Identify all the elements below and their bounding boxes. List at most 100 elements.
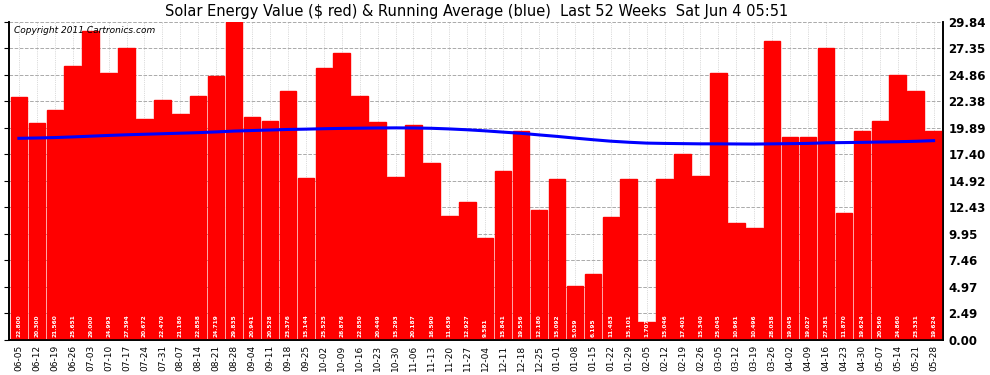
Bar [764, 41, 780, 340]
Bar [208, 76, 225, 340]
Bar [584, 274, 601, 340]
Bar [566, 286, 583, 340]
Text: 15.101: 15.101 [627, 314, 632, 336]
Text: 21.560: 21.560 [52, 314, 57, 336]
Bar [118, 48, 135, 340]
Bar [908, 91, 924, 340]
Text: 11.639: 11.639 [446, 314, 451, 336]
Bar [29, 123, 46, 340]
Text: 25.525: 25.525 [322, 314, 327, 336]
Text: 20.672: 20.672 [142, 314, 147, 336]
Text: 20.449: 20.449 [375, 314, 380, 336]
Bar [853, 130, 870, 340]
Bar [548, 179, 565, 340]
Bar [710, 73, 727, 340]
Text: 24.993: 24.993 [106, 314, 111, 336]
Bar [889, 75, 906, 340]
Text: 15.092: 15.092 [554, 314, 559, 336]
Bar [656, 179, 673, 340]
Bar [298, 178, 314, 340]
Text: 12.927: 12.927 [464, 314, 470, 336]
Text: 15.046: 15.046 [662, 314, 667, 336]
Bar [728, 223, 744, 340]
Bar [692, 176, 709, 340]
Text: 24.719: 24.719 [214, 314, 219, 336]
Text: 17.401: 17.401 [680, 314, 685, 336]
Text: 10.496: 10.496 [751, 314, 756, 336]
Text: 19.624: 19.624 [859, 314, 864, 336]
Text: 27.394: 27.394 [124, 314, 129, 336]
Text: 25.651: 25.651 [70, 314, 75, 336]
Text: 20.187: 20.187 [411, 314, 416, 336]
Bar [244, 117, 260, 340]
Text: 15.144: 15.144 [303, 314, 308, 336]
Text: 23.331: 23.331 [913, 314, 918, 336]
Text: 21.180: 21.180 [178, 314, 183, 336]
Bar [82, 31, 99, 340]
Text: 5.039: 5.039 [572, 318, 577, 336]
Text: 9.581: 9.581 [483, 318, 488, 336]
Text: 10.961: 10.961 [734, 314, 739, 336]
Bar [334, 53, 350, 340]
Text: 22.858: 22.858 [196, 314, 201, 336]
Bar [351, 96, 368, 340]
Text: 15.841: 15.841 [501, 314, 506, 336]
Text: 26.876: 26.876 [340, 314, 345, 336]
Text: 24.860: 24.860 [895, 314, 900, 336]
Bar [639, 321, 655, 340]
Bar [513, 131, 530, 340]
Text: 11.870: 11.870 [842, 314, 846, 336]
Bar [154, 100, 170, 340]
Bar [926, 130, 941, 340]
Text: 22.800: 22.800 [17, 314, 22, 336]
Text: 20.941: 20.941 [249, 314, 254, 336]
Text: 22.850: 22.850 [357, 314, 362, 336]
Bar [674, 154, 691, 340]
Text: Copyright 2011 Cartronics.com: Copyright 2011 Cartronics.com [14, 27, 155, 36]
Bar [818, 48, 835, 340]
Bar [47, 110, 63, 340]
Text: 19.556: 19.556 [519, 314, 524, 336]
Text: 19.027: 19.027 [806, 314, 811, 336]
Text: 1.707: 1.707 [644, 318, 649, 336]
Text: 6.195: 6.195 [590, 318, 595, 336]
Text: 19.045: 19.045 [788, 314, 793, 336]
Bar [836, 213, 852, 340]
Text: 20.300: 20.300 [35, 314, 40, 336]
Text: 27.381: 27.381 [824, 314, 829, 336]
Bar [280, 91, 296, 340]
Title: Solar Energy Value ($ red) & Running Average (blue)  Last 52 Weeks  Sat Jun 4 05: Solar Energy Value ($ red) & Running Ave… [164, 4, 788, 19]
Bar [531, 210, 547, 340]
Bar [387, 177, 404, 340]
Bar [459, 202, 475, 340]
Bar [64, 66, 81, 340]
Bar [137, 119, 152, 340]
Bar [226, 22, 243, 340]
Bar [405, 124, 422, 340]
Text: 20.560: 20.560 [877, 314, 882, 336]
Text: 22.470: 22.470 [159, 314, 165, 336]
Bar [316, 68, 332, 340]
Text: 28.038: 28.038 [769, 314, 775, 336]
Bar [477, 238, 493, 340]
Bar [423, 163, 440, 340]
Bar [172, 114, 188, 340]
Bar [369, 122, 386, 340]
Text: 15.293: 15.293 [393, 314, 398, 336]
Bar [11, 97, 27, 340]
Text: 29.835: 29.835 [232, 314, 237, 336]
Text: 16.590: 16.590 [429, 314, 434, 336]
Bar [871, 121, 888, 340]
Text: 19.624: 19.624 [932, 314, 937, 336]
Bar [190, 96, 207, 340]
Text: 15.340: 15.340 [698, 314, 703, 336]
Text: 25.045: 25.045 [716, 314, 721, 336]
Bar [603, 217, 619, 340]
Bar [261, 121, 278, 340]
Bar [746, 228, 762, 340]
Text: 12.180: 12.180 [537, 314, 542, 336]
Bar [621, 179, 637, 340]
Bar [442, 216, 457, 340]
Bar [800, 137, 817, 340]
Text: 23.376: 23.376 [285, 314, 290, 336]
